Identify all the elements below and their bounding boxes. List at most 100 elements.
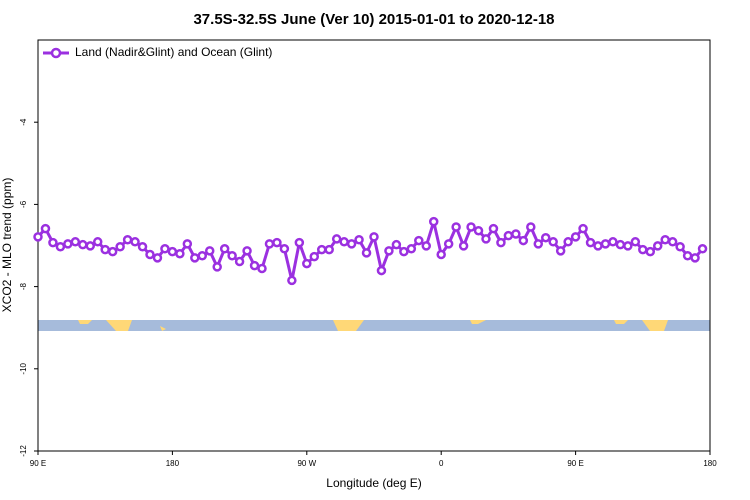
data-point [608, 237, 618, 247]
x-tick-label: 90 E [567, 459, 583, 468]
data-point [526, 222, 536, 232]
data-point [287, 275, 297, 286]
land [106, 320, 132, 331]
legend-marker [50, 47, 62, 59]
plot-frame [37, 39, 711, 452]
ocean-band [38, 320, 710, 331]
y-tick-label: -6 [19, 200, 28, 208]
data-point [496, 237, 506, 248]
land [160, 326, 166, 331]
data-point [399, 246, 409, 257]
data-point [451, 222, 461, 232]
data-point [682, 251, 693, 261]
data-point [122, 234, 133, 245]
data-point [473, 225, 484, 236]
data-point [272, 237, 282, 248]
x-tick-label: 180 [166, 459, 180, 468]
data-point [40, 223, 51, 234]
data-point [436, 249, 446, 260]
data-point [518, 235, 529, 246]
data-point [264, 239, 275, 249]
data-point [615, 239, 626, 250]
x-axis-label: Longitude (deg E) [326, 476, 421, 490]
data-point [406, 244, 417, 254]
data-point [249, 260, 260, 271]
data-point [309, 251, 320, 262]
data-point [302, 258, 312, 269]
data-point [219, 244, 230, 254]
data-point [294, 237, 305, 248]
data-point [316, 244, 327, 255]
data-point [331, 234, 342, 244]
data-point [540, 232, 551, 243]
data-point [585, 237, 596, 248]
data-point [227, 251, 237, 261]
data-point [593, 241, 603, 251]
data-point [600, 239, 611, 249]
data-point [100, 244, 110, 255]
data-point [511, 229, 521, 239]
data-point [466, 222, 476, 232]
data-point [167, 246, 178, 257]
land [642, 320, 668, 331]
data-point [623, 241, 633, 251]
data-point [638, 244, 648, 255]
land [333, 320, 364, 331]
data-point [361, 248, 372, 258]
x-tick-label: 0 [439, 459, 444, 468]
data-point [384, 246, 394, 256]
y-tick-label: -12 [19, 445, 28, 457]
data-point [234, 256, 245, 267]
data-point [645, 246, 656, 257]
data-point [137, 241, 148, 252]
data-point [145, 249, 155, 260]
data-point [578, 223, 588, 234]
data-point [630, 237, 641, 247]
data-point [346, 239, 357, 249]
y-axis-label: XCO2 - MLO trend (ppm) [0, 178, 14, 313]
data-point [48, 237, 58, 248]
data-point [257, 263, 267, 274]
data-point [675, 241, 685, 252]
x-tick-label: 90 E [30, 459, 46, 468]
x-tick-label: 90 W [297, 459, 316, 468]
data-point [369, 232, 379, 242]
data-point [652, 241, 663, 251]
data-point [160, 244, 170, 254]
data-point [428, 216, 439, 227]
map-strip [38, 320, 710, 331]
data-point [55, 241, 66, 252]
data-point [421, 241, 432, 251]
land [614, 320, 628, 324]
data-point [175, 248, 185, 259]
y-tick-label: -4 [19, 118, 28, 126]
data-point [63, 239, 73, 249]
land [78, 320, 92, 324]
land [470, 320, 486, 324]
data-point [458, 241, 469, 251]
data-point [563, 237, 573, 247]
data-point [391, 239, 402, 250]
data-point [324, 244, 334, 255]
data-point [443, 239, 454, 249]
data-point [92, 237, 103, 247]
data-point [488, 223, 499, 234]
data-point [376, 265, 387, 276]
data-point [242, 246, 252, 256]
data-point [697, 244, 708, 254]
chart-title: 37.5S-32.5S June (Ver 10) 2015-01-01 to … [193, 11, 554, 28]
y-tick-label: -10 [19, 362, 28, 374]
data-point [533, 239, 544, 249]
data-point [555, 246, 566, 256]
data-point [279, 244, 290, 254]
x-tick-label: 180 [703, 459, 717, 468]
data-point [667, 237, 678, 247]
data-point [70, 237, 81, 247]
data-point [204, 246, 215, 256]
data-point [354, 234, 364, 245]
data-point [33, 232, 43, 242]
data-point [115, 241, 125, 252]
data-point [548, 237, 558, 247]
data-point [503, 230, 514, 241]
data-point [130, 237, 140, 247]
